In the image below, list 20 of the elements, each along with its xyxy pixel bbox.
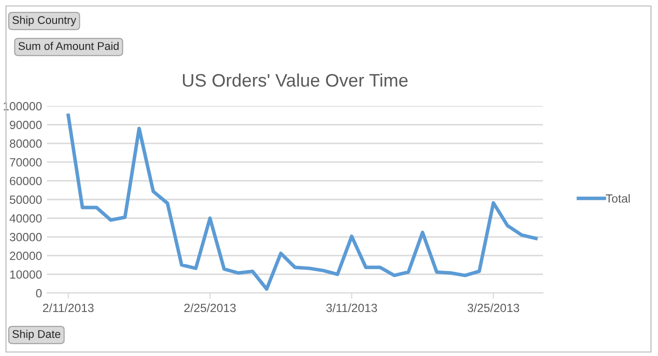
y-tick-label: 20000 <box>10 252 42 260</box>
y-tick-label: 90000 <box>10 120 42 130</box>
y-tick-label: 30000 <box>10 232 42 242</box>
y-tick-label: 60000 <box>10 176 42 186</box>
text: Ship Country <box>12 16 76 26</box>
x-tick-label: 2/11/2013 <box>43 303 94 312</box>
chart-title: US Orders' Value Over Time <box>182 73 408 87</box>
line-series <box>66 114 538 291</box>
y-tick-label: 0 <box>36 289 42 298</box>
y-tick-label: 80000 <box>10 139 42 148</box>
y-tick-label: 10000 <box>10 270 42 279</box>
x-tick-label: 2/25/2013 <box>184 303 236 312</box>
text: Ship Date <box>12 330 60 340</box>
legend-label: Total <box>606 194 630 203</box>
y-tick-label: 70000 <box>10 158 42 166</box>
x-tick-label: 3/11/2013 <box>326 303 377 312</box>
x-tick-label: 3/25/2013 <box>468 303 520 312</box>
text: Sum of Amount Paid <box>18 42 119 50</box>
y-tick-label: 50000 <box>10 196 42 204</box>
y-tick-label: 40000 <box>10 214 42 223</box>
